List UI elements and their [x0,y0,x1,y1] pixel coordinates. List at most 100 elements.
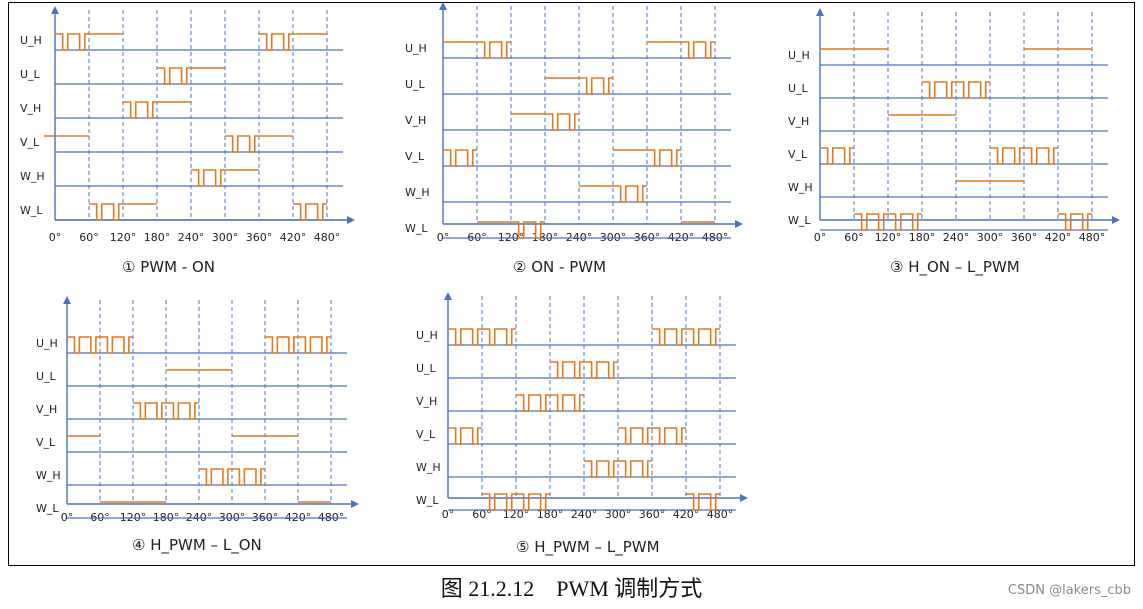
signal-pwm [448,328,516,346]
panel-h-on-l-pwm: 0° 60° 120° 180° 240° 300° 360° 420° 480° U_H U_L V… [762,0,1142,280]
signal-pwm [482,493,550,511]
signal-pwm [293,203,327,221]
row-label: U_H [405,42,427,55]
signal-pwm [584,460,652,478]
tick-label: 300° [605,508,632,521]
signal-pwm [686,493,720,511]
signal-pwm [448,427,482,445]
tick-label: 240° [571,508,598,521]
row-label: W_L [405,222,428,235]
signal-pwm [443,149,477,167]
y-axis-arrow [63,296,71,304]
row-label: W_L [416,494,439,507]
x-axis-arrow [351,500,359,508]
x-axis-arrow [740,494,748,502]
tick-label: 420° [1045,231,1072,244]
tick-label: 240° [178,231,205,244]
row-label: V_H [36,403,57,416]
y-axis-arrow [816,8,824,16]
tick-label: 300° [212,231,239,244]
row-label: U_L [20,68,41,81]
row-label: U_H [20,34,42,47]
row-label: U_L [36,370,57,383]
y-axis-arrow [51,6,59,14]
y-axis-arrow [439,2,447,10]
signal-pwm [511,221,545,239]
signal-pwm [854,213,922,231]
row-label: W_H [416,461,441,474]
signal-pwm [613,185,647,203]
tick-label: 420° [280,231,307,244]
row-label: V_H [405,114,426,127]
tick-label: 0° [49,231,62,244]
x-axis-arrow [1112,216,1120,224]
row-label: W_H [405,186,430,199]
signal-pwm [259,33,293,51]
row-label: U_L [416,362,437,375]
y-axis-arrow [444,292,452,300]
panel-h-pwm-l-pwm: 0° 60° 120° 180° 240° 300° 360° 420° 480° U_H U_L V… [408,288,788,563]
tick-label: 360° [1011,231,1038,244]
tick-label: 120° [503,508,530,521]
signal-pwm [990,147,1058,165]
signal-pwm [545,113,579,131]
signal-pwm [55,33,89,51]
row-label: U_H [36,337,58,350]
row-label: W_L [20,204,43,217]
timing-chart-on-pwm: 0° 60° 120° 180° 240° 300° 360° 420° 480°U_HU_LV… [405,2,743,244]
signal-pwm [550,361,618,379]
row-label: W_H [20,170,45,183]
timing-chart-h-pwm-l-on: 0° 60° 120° 180° 240° 300° 360° 420° 480°U_HU_LV… [36,296,359,524]
row-label: W_L [36,502,59,515]
row-label: V_H [788,115,809,128]
tick-label: 180° [537,508,564,521]
row-label: W_H [36,469,61,482]
signal-pwm [157,67,191,85]
signal-pwm [133,402,199,420]
tick-label: 240° [943,231,970,244]
tick-label: 60° [472,508,492,521]
tick-label: 480° [707,508,734,521]
tick-label: 180° [909,231,936,244]
row-label: V_L [405,150,425,163]
signal-pwm [199,468,265,486]
figure-caption: 图 21.2.12 PWM 调制方式 [440,576,703,601]
tick-label: 360° [639,508,666,521]
x-axis-arrow [735,220,743,228]
signal-pwm [89,203,123,221]
signal-pwm [225,135,259,153]
signal-pwm [477,41,511,59]
panel-on-pwm: 0° 60° 120° 180° 240° 300° 360° 420° 480° U_H U_L V… [385,0,765,280]
signal-pwm [652,328,720,346]
timing-chart-pwm-on: 0° 60° 120° 180° 240° 300° 360° 420° 480° U_H U_L V… [20,6,355,244]
signal-pwm [191,169,225,187]
panel-caption: ① PWM - ON [122,258,216,276]
row-label: V_H [20,102,41,115]
row-label: V_L [788,148,808,161]
row-label: U_L [405,78,426,91]
row-label: U_H [788,49,810,62]
panel-h-pwm-l-on: 0° 60° 120° 180° 240° 300° 360° 420° 480° U_H U_L V… [0,288,380,563]
row-label: U_H [416,329,438,342]
panel-pwm-on: 0° 60° 120° 180° 240° 300° 360° 420° 480° U_H U_L V… [0,0,380,280]
tick-label: 480° [314,231,341,244]
panel-caption: ④ H_PWM – L_ON [132,536,262,554]
row-label: V_L [36,436,56,449]
signal-pwm [516,394,584,412]
tick-label: 300° [977,231,1004,244]
tick-label: 180° [144,231,171,244]
signal-pwm [265,336,331,354]
tick-label: 420° [673,508,700,521]
tick-label: 360° [246,231,273,244]
signal-pwm [820,147,854,165]
signal-pwm [67,336,133,354]
panel-caption: ③ H_ON – L_PWM [890,258,1020,276]
tick-label: 0° [442,508,455,521]
x-axis-arrow [347,216,355,224]
signal-pwm [647,149,681,167]
signal-pwm [681,41,715,59]
tick-label: 120° [875,231,902,244]
signal-pwm [1058,213,1092,231]
tick-label: 60° [844,231,864,244]
signal-pwm [579,77,613,95]
